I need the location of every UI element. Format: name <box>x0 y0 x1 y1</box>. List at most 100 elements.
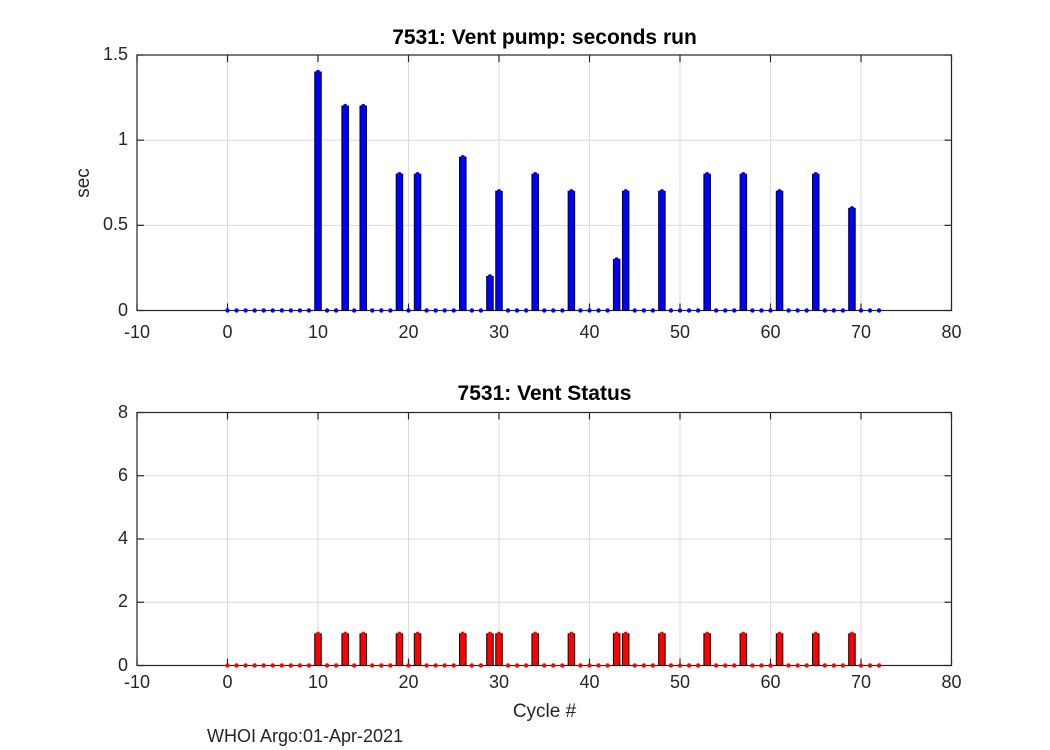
bar <box>812 173 820 311</box>
marker-dot <box>876 308 882 313</box>
y-tick-label: 4 <box>117 528 128 549</box>
y-axis-label: sec <box>73 168 94 198</box>
marker-dot <box>750 663 755 668</box>
marker-dot <box>759 308 764 313</box>
marker-dot <box>252 663 257 668</box>
marker-dot <box>741 631 746 637</box>
marker-dot <box>578 663 583 668</box>
marker-dot <box>225 663 230 668</box>
marker-dot <box>677 663 683 668</box>
marker-dot <box>469 663 475 668</box>
bar <box>341 633 349 666</box>
marker-dot <box>397 631 402 637</box>
marker-dot <box>279 308 284 313</box>
marker-dot <box>379 663 384 668</box>
marker-dot <box>632 663 637 668</box>
marker-dot <box>496 189 502 194</box>
marker-dot <box>849 206 855 211</box>
marker-dot <box>496 631 502 637</box>
marker-dot <box>777 631 782 637</box>
marker-dot <box>388 663 393 668</box>
marker-dot <box>487 274 493 279</box>
marker-dot <box>542 663 547 668</box>
marker-dot <box>442 308 447 313</box>
marker-dot <box>225 308 230 313</box>
marker-dot <box>306 308 312 313</box>
marker-dot <box>379 308 384 313</box>
marker-dot <box>505 308 511 313</box>
marker-dot <box>451 663 456 668</box>
bar <box>739 173 748 311</box>
bar <box>359 105 367 311</box>
marker-dot <box>252 308 257 313</box>
marker-dot <box>867 308 873 313</box>
marker-dot <box>623 189 628 194</box>
y-tick-label: 6 <box>117 464 128 485</box>
marker-dot <box>342 103 348 109</box>
marker-dot <box>424 308 429 313</box>
marker-dot <box>324 308 330 313</box>
marker-dot <box>840 308 846 313</box>
marker-dot <box>750 308 755 313</box>
marker-dot <box>704 631 710 637</box>
marker-dot <box>551 308 556 313</box>
marker-dot <box>714 663 719 668</box>
bar <box>658 633 666 666</box>
y-tick-label: 0 <box>117 299 128 320</box>
marker-dot <box>795 308 800 313</box>
marker-dot <box>415 172 420 177</box>
marker-dot <box>523 663 529 668</box>
marker-dot <box>279 663 284 668</box>
x-tick-label: 0 <box>222 672 233 692</box>
marker-dot <box>867 663 873 668</box>
marker-dot <box>569 189 574 194</box>
marker-dot <box>487 631 493 637</box>
marker-dot <box>243 308 248 313</box>
marker-dot <box>315 631 321 637</box>
y-tick-label: 0 <box>117 654 128 675</box>
marker-dot <box>732 308 737 313</box>
bar <box>486 275 494 311</box>
x-tick-label: 40 <box>579 322 600 342</box>
marker-dot <box>288 663 294 668</box>
x-tick-label: 0 <box>222 322 233 342</box>
marker-dot <box>560 308 565 313</box>
marker-dot <box>352 663 357 668</box>
marker-dot <box>560 663 565 668</box>
marker-dot <box>243 663 248 668</box>
bar <box>775 190 784 311</box>
bar <box>495 633 503 666</box>
marker-dot <box>768 663 773 668</box>
marker-dot <box>514 308 520 313</box>
marker-dot <box>234 663 239 668</box>
chart2-title: 7531: Vent Status <box>457 382 632 405</box>
marker-dot <box>478 308 484 313</box>
marker-dot <box>822 663 827 668</box>
marker-dot <box>695 308 701 313</box>
marker-dot <box>795 663 800 668</box>
marker-dot <box>614 631 619 637</box>
marker-dot <box>569 631 574 637</box>
bar <box>413 633 422 666</box>
x-tick-label: 80 <box>941 322 962 342</box>
marker-dot <box>433 308 438 313</box>
marker-dot <box>533 172 538 177</box>
marker-dot <box>650 663 656 668</box>
x-tick-label: 50 <box>669 672 691 692</box>
bar <box>621 633 630 666</box>
marker-dot <box>714 308 719 313</box>
marker-dot <box>352 308 357 313</box>
marker-dot <box>641 308 646 313</box>
x-tick-label: 20 <box>398 322 419 342</box>
marker-dot <box>840 663 846 668</box>
marker-dot <box>270 308 275 313</box>
marker-dot <box>831 663 837 668</box>
marker-dot <box>777 189 782 194</box>
bar <box>848 207 856 311</box>
marker-dot <box>605 308 610 313</box>
bar <box>703 633 711 666</box>
marker-dot <box>551 663 556 668</box>
bar <box>486 633 494 666</box>
